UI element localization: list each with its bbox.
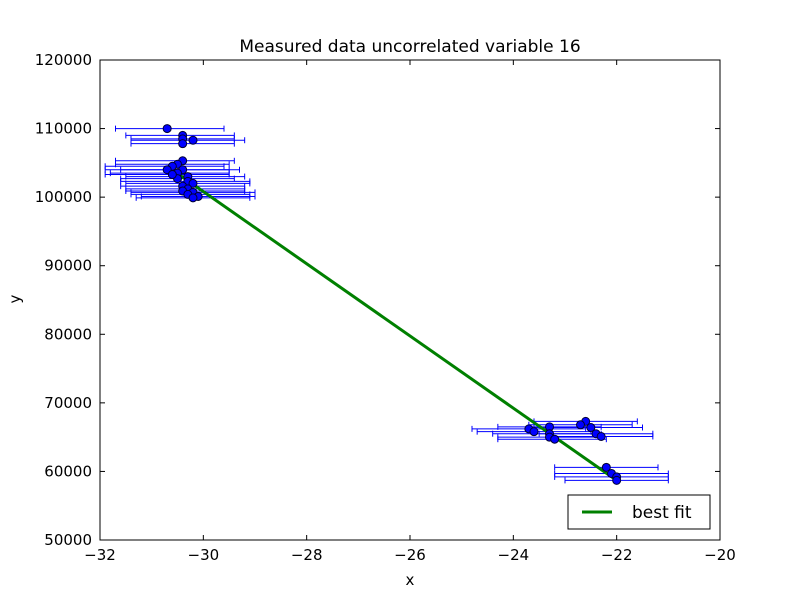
x-tick-label-5: −22	[601, 546, 633, 564]
y-ticks: 50000 60000 70000 80000 90000 100000 110000 120…	[35, 51, 720, 549]
fit-layer	[166, 165, 618, 482]
data-point-0	[162, 124, 172, 134]
legend-box	[567, 494, 711, 530]
plot-background	[100, 60, 720, 540]
x-tick-label-6: −20	[704, 546, 736, 564]
y-tick-label-1: 60000	[44, 462, 92, 480]
x-axis-label: x	[406, 571, 415, 589]
data-point-37	[612, 475, 622, 485]
data-point-13	[188, 178, 198, 188]
y-tick-label-5: 100000	[35, 188, 92, 206]
chart-title: Measured data uncorrelated variable 16	[239, 37, 580, 57]
x-ticks: −32 −30 −28 −26 −24 −22 −20	[84, 60, 736, 564]
data-point-25	[586, 423, 596, 433]
data-point-32	[596, 431, 606, 441]
data-point-28	[529, 427, 539, 437]
x-tick-label-3: −26	[394, 546, 426, 564]
plot-area	[100, 60, 720, 540]
y-tick-label-4: 90000	[44, 257, 92, 275]
x-tick-label-2: −28	[291, 546, 323, 564]
x-tick-label-4: −24	[498, 546, 530, 564]
data-point-22	[167, 170, 177, 180]
y-tick-label-3: 80000	[44, 325, 92, 343]
data-point-34	[601, 462, 611, 472]
x-tick-label-1: −30	[188, 546, 220, 564]
best-fit-line	[166, 165, 618, 482]
data-point-33	[550, 434, 560, 444]
data-point-20	[188, 193, 198, 203]
data-point-3	[188, 135, 198, 145]
data-point-24	[576, 420, 585, 430]
y-tick-label-7: 120000	[35, 51, 92, 69]
y-tick-label-2: 70000	[44, 394, 92, 412]
y-tick-label-0: 50000	[44, 531, 92, 549]
legend: best fit	[567, 494, 711, 530]
y-tick-label-6: 110000	[35, 120, 92, 138]
points-layer	[162, 124, 622, 485]
x-tick-label-0: −32	[84, 546, 116, 564]
y-axis-label: y	[6, 294, 24, 303]
legend-label-best-fit: best fit	[632, 503, 692, 523]
data-point-4	[178, 139, 188, 149]
